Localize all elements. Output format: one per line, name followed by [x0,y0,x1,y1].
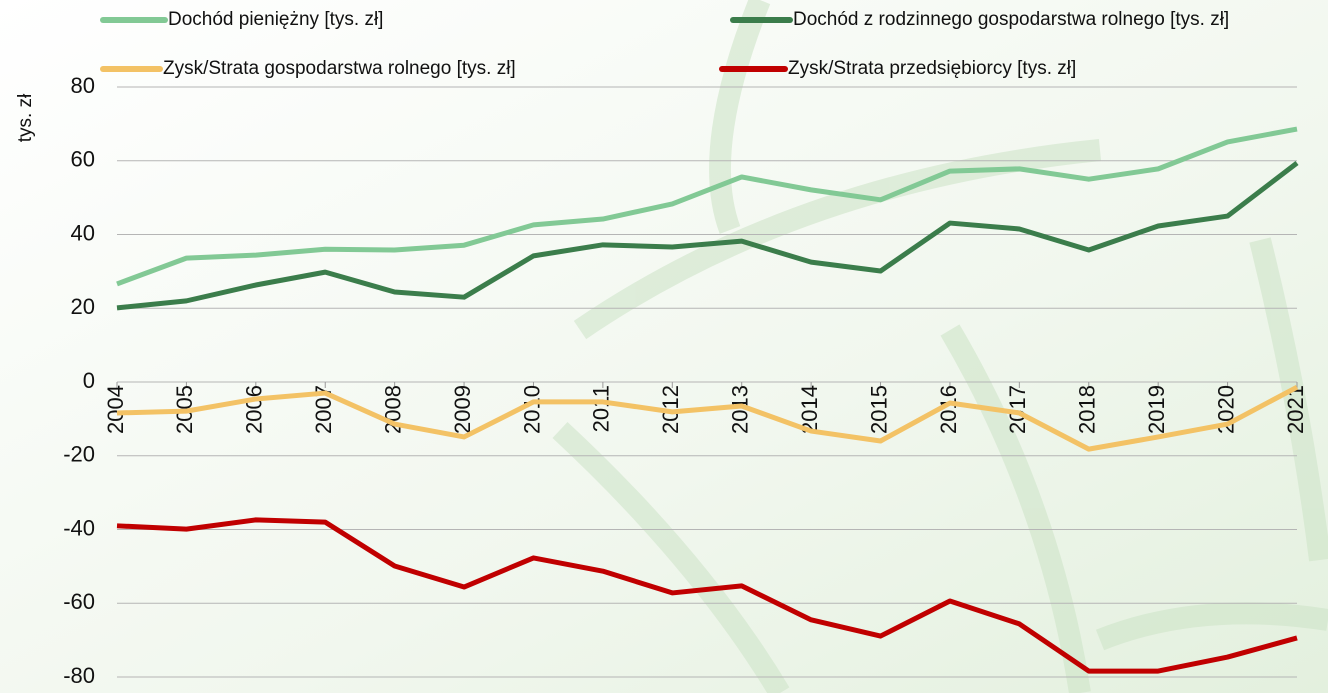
y-axis-label: tys. zł [15,93,36,142]
y-tick-label: -40 [63,515,95,540]
y-tick-label: 60 [71,147,95,172]
y-tick-label: -80 [63,663,95,688]
chart: tys. zł -80-60-40-2002040608020042005200… [0,0,1328,693]
x-tick-label: 2006 [242,385,267,434]
x-tick-label: 2004 [103,385,128,434]
x-tick-label: 2015 [866,385,891,434]
legend-label: Zysk/Strata przedsiębiorcy [tys. zł] [788,58,1076,79]
legend-label: Zysk/Strata gospodarstwa rolnego [tys. z… [163,58,516,79]
y-tick-label: 0 [83,368,95,393]
y-tick-label: 40 [71,220,95,245]
legend-label: Dochód z rodzinnego gospodarstwa rolnego… [793,9,1229,30]
x-tick-label: 2019 [1144,385,1169,434]
x-tick-label: 2018 [1075,385,1100,434]
x-tick-label: 2011 [589,385,614,432]
y-tick-label: -60 [63,589,95,614]
y-tick-label: -20 [63,442,95,467]
x-tick-label: 2009 [450,385,475,434]
y-tick-label: 20 [71,294,95,319]
legend-label: Dochód pieniężny [tys. zł] [168,9,383,30]
y-tick-label: 80 [71,73,95,98]
